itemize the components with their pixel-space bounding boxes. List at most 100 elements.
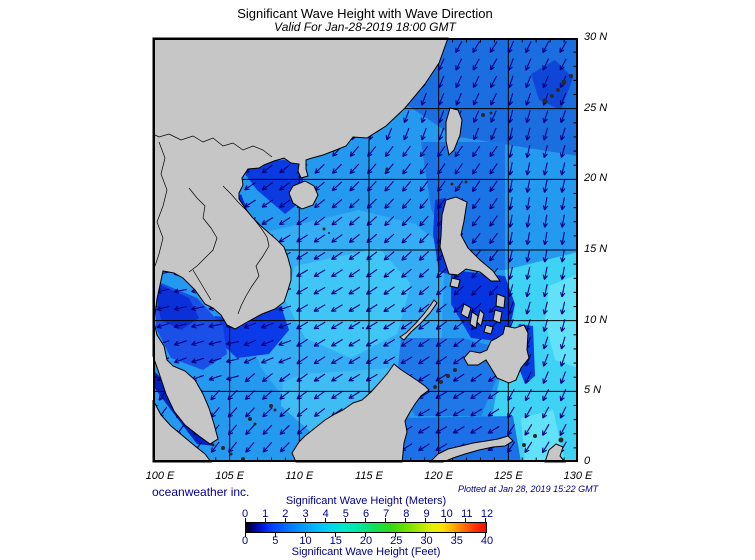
island-dot	[481, 113, 485, 117]
meters-tick-label: 2	[282, 508, 289, 520]
island-dot	[385, 167, 389, 171]
island-dot	[489, 111, 493, 115]
land-mindoro	[449, 277, 461, 289]
meters-tick-label: 9	[423, 508, 430, 520]
lat-label: 10 N	[584, 313, 608, 326]
colorbar-tick	[284, 518, 286, 522]
colorbar-tick	[445, 518, 446, 522]
island-dot	[561, 79, 567, 85]
land-cebu	[476, 309, 485, 327]
island-dot	[362, 327, 364, 329]
colorbar-tick	[245, 533, 246, 537]
island-dot	[211, 443, 215, 447]
meters-tick-label: 3	[302, 508, 309, 520]
land-palawan	[399, 299, 438, 341]
ocean-region-visayas-dark	[451, 270, 515, 342]
meters-tick-label: 5	[342, 508, 349, 520]
colorbar-tick	[305, 518, 306, 522]
land-taiwan	[445, 107, 463, 157]
colorbar-gradient	[246, 523, 486, 532]
lon-label: 115 E	[355, 470, 383, 482]
lon-label: 130 E	[563, 470, 593, 482]
country-border-vietnam-laos-cambodia	[222, 185, 270, 315]
chart-title: Significant Wave Height with Wave Direct…	[237, 6, 493, 21]
island-dot	[229, 452, 233, 456]
ocean-region-okinawa-deep	[531, 60, 573, 110]
land-bohol	[483, 324, 494, 335]
island-dot	[439, 380, 443, 384]
land-luzon	[439, 196, 501, 282]
colorbar-tick	[404, 518, 406, 522]
colorbar-tick	[485, 533, 486, 537]
colorbar-tick	[345, 518, 346, 522]
lon-label: 105 E	[215, 470, 245, 482]
meters-tick-label: 1	[262, 508, 269, 520]
colorbar-tick	[365, 518, 366, 522]
colorbar-tick	[425, 518, 426, 522]
island-dot	[464, 180, 468, 184]
feet-tick-label: 25	[390, 535, 403, 547]
island-dot	[322, 227, 326, 231]
colorbar-tick	[464, 518, 466, 522]
lat-label: 25 N	[584, 101, 608, 114]
colorbar-tick	[264, 518, 266, 522]
feet-tick-label: 40	[480, 535, 494, 547]
chart-subtitle: Valid For Jan-28-2019 18:00 GMT	[274, 20, 456, 34]
colorbar-ticks-feet: 0 5 10 15 20 25 30 35 40	[242, 535, 493, 547]
map-frame	[153, 38, 578, 462]
island-dot	[328, 232, 330, 234]
colorbar-tick	[245, 518, 246, 522]
island-dot	[248, 417, 252, 421]
colorbar	[245, 518, 487, 537]
island-dot	[453, 368, 457, 372]
country-border-china-vietnam	[152, 133, 273, 158]
land-borneo	[291, 363, 430, 463]
colorbar-tick	[305, 533, 306, 537]
island-dot	[433, 385, 437, 389]
wave-map	[152, 37, 578, 463]
colorbar-tick	[335, 533, 336, 537]
island-dot	[354, 320, 356, 322]
island-dot	[569, 74, 573, 78]
colorbar-label-feet: Significant Wave Height (Feet)	[291, 546, 441, 558]
island-dot	[558, 437, 564, 443]
feet-tick-label: 30	[420, 535, 433, 547]
island-dot	[221, 446, 225, 450]
meters-tick-label: 11	[461, 508, 473, 520]
lon-label: 125 E	[493, 470, 523, 482]
meters-tick-label: 4	[322, 508, 329, 520]
ocean-region-nw-borneo-light	[281, 368, 393, 434]
land-samar	[495, 293, 506, 309]
meters-tick-label: 6	[362, 508, 370, 520]
island-dot	[556, 88, 560, 92]
lon-label: 110 E	[285, 470, 314, 482]
meters-tick-label: 10	[440, 508, 453, 520]
colorbar-tick	[365, 533, 366, 537]
colorbar-ticks-meters: 0 1 2 3 4 5 6 7 8 9 10 11 12	[242, 508, 493, 520]
lat-label: 20 N	[584, 172, 608, 185]
colorbar-tick	[385, 518, 386, 522]
island-dot	[457, 185, 461, 189]
lat-label: 30 N	[584, 31, 608, 43]
island-dot	[253, 422, 257, 426]
land-asia-mainland	[152, 37, 449, 445]
land-panay	[460, 303, 472, 319]
feet-tick-label: 15	[329, 535, 342, 547]
colorbar-tick	[275, 533, 276, 537]
island-dot	[550, 94, 554, 98]
colorbar-tick	[395, 533, 396, 537]
colorbar-tick	[425, 533, 426, 537]
island-dot	[542, 98, 548, 104]
feet-tick-label: 35	[450, 535, 463, 547]
island-dot	[269, 404, 273, 408]
lon-label: 100 E	[145, 470, 175, 482]
country-border-thailand-cambodia	[192, 269, 212, 301]
land-negros	[469, 311, 479, 329]
credit-text: oceanweather inc.	[152, 485, 250, 499]
feet-tick-label: 5	[272, 535, 279, 547]
island-dot	[446, 374, 450, 378]
meters-tick-label: 7	[383, 508, 390, 520]
island-dot	[273, 408, 277, 412]
colorbar-tick	[324, 518, 326, 522]
plotted-timestamp: Plotted at Jan 28, 2019 15:22 GMT	[458, 484, 599, 494]
